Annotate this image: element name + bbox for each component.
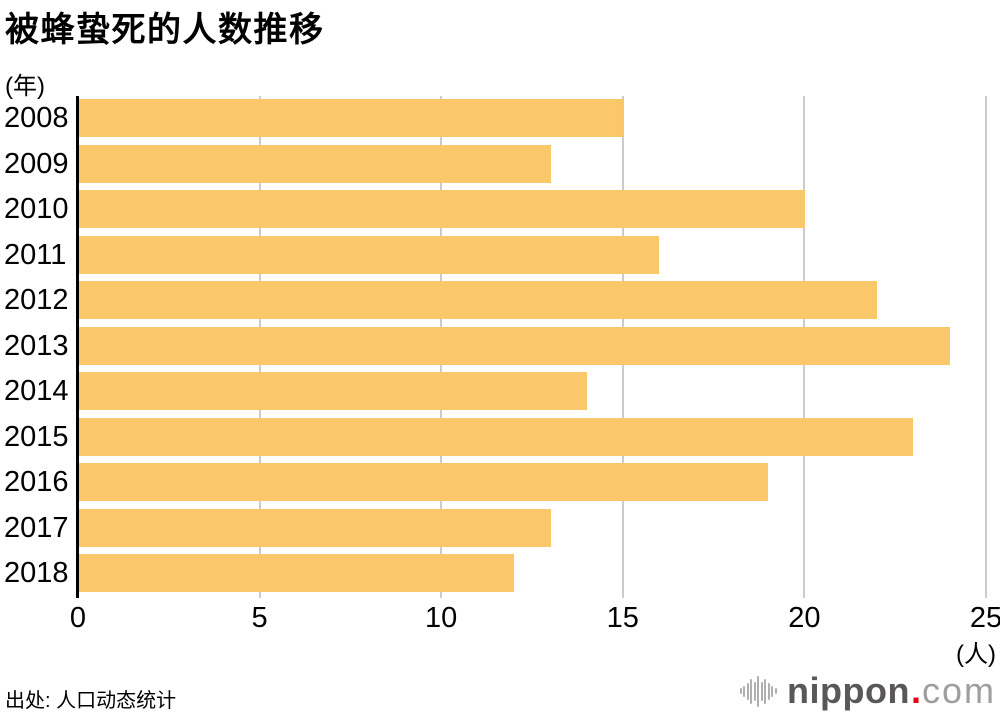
bar-row-2016: [79, 463, 986, 501]
x-tick-label-15: 15: [606, 602, 639, 634]
bar-row-2011: [79, 235, 986, 274]
bar-2017: [79, 508, 551, 547]
y-tick-label-2012: 2012: [4, 284, 69, 316]
bar-row-2012: [79, 281, 986, 319]
y-tick-label-2015: 2015: [4, 420, 69, 453]
gridline-25: [985, 96, 987, 598]
nippon-logo-tld: com: [921, 670, 996, 711]
y-tick-label-2009: 2009: [4, 147, 69, 180]
bar-row-2009: [79, 144, 986, 183]
bar-2016: [79, 463, 769, 501]
bar-2008: [79, 99, 624, 137]
x-tick-label-25: 25: [969, 602, 1000, 634]
bar-2018: [79, 554, 515, 592]
x-tick-label-0: 0: [69, 602, 87, 634]
bar-rows-container: [79, 96, 986, 598]
bar-2010: [79, 190, 805, 228]
bar-row-2015: [79, 417, 986, 456]
bar-2012: [79, 281, 878, 319]
y-tick-label-2010: 2010: [4, 193, 69, 225]
nippon-soundwave-icon: [739, 673, 779, 709]
bar-2015: [79, 417, 914, 456]
x-axis-unit-label: (人): [956, 641, 996, 668]
nippon-logo-brand: nippon: [787, 670, 910, 711]
y-tick-label-2013: 2013: [4, 329, 69, 362]
y-tick-label-2017: 2017: [4, 511, 69, 544]
bar-row-2008: [79, 99, 986, 137]
bar-row-2017: [79, 508, 986, 547]
bar-row-2013: [79, 326, 986, 365]
y-tick-label-2014: 2014: [4, 375, 69, 407]
x-axis-labels: 0 5 10 15 20 25: [70, 602, 1000, 636]
bar-row-2014: [79, 372, 986, 410]
y-tick-label-2016: 2016: [4, 466, 69, 498]
nippon-logo-dot: .: [910, 670, 921, 711]
y-tick-label-2018: 2018: [4, 557, 69, 589]
x-tick-label-5: 5: [251, 602, 268, 634]
chart-title: 被蜂蛰死的人数推移: [5, 11, 325, 49]
y-tick-label-2011: 2011: [4, 238, 67, 271]
x-tick-label-10: 10: [425, 602, 458, 634]
nippon-logo[interactable]: nippon . com: [739, 668, 996, 714]
source-caption: 出处: 人口动态统计: [5, 690, 177, 712]
bar-2011: [79, 235, 660, 274]
y-axis-unit-label: (年): [5, 73, 45, 100]
bar-2013: [79, 326, 950, 365]
bar-row-2010: [79, 190, 986, 228]
y-tick-label-2008: 2008: [4, 102, 69, 134]
y-axis-labels: 2008 2009 2010 2011 2012 2013 2014 2015 2016 2017…: [4, 96, 74, 598]
bar-row-2018: [79, 554, 986, 592]
y-axis-line: [76, 96, 79, 598]
plot-area: [76, 96, 987, 598]
x-tick-label-20: 20: [788, 602, 821, 634]
bar-2009: [79, 144, 551, 183]
bar-2014: [79, 372, 587, 410]
